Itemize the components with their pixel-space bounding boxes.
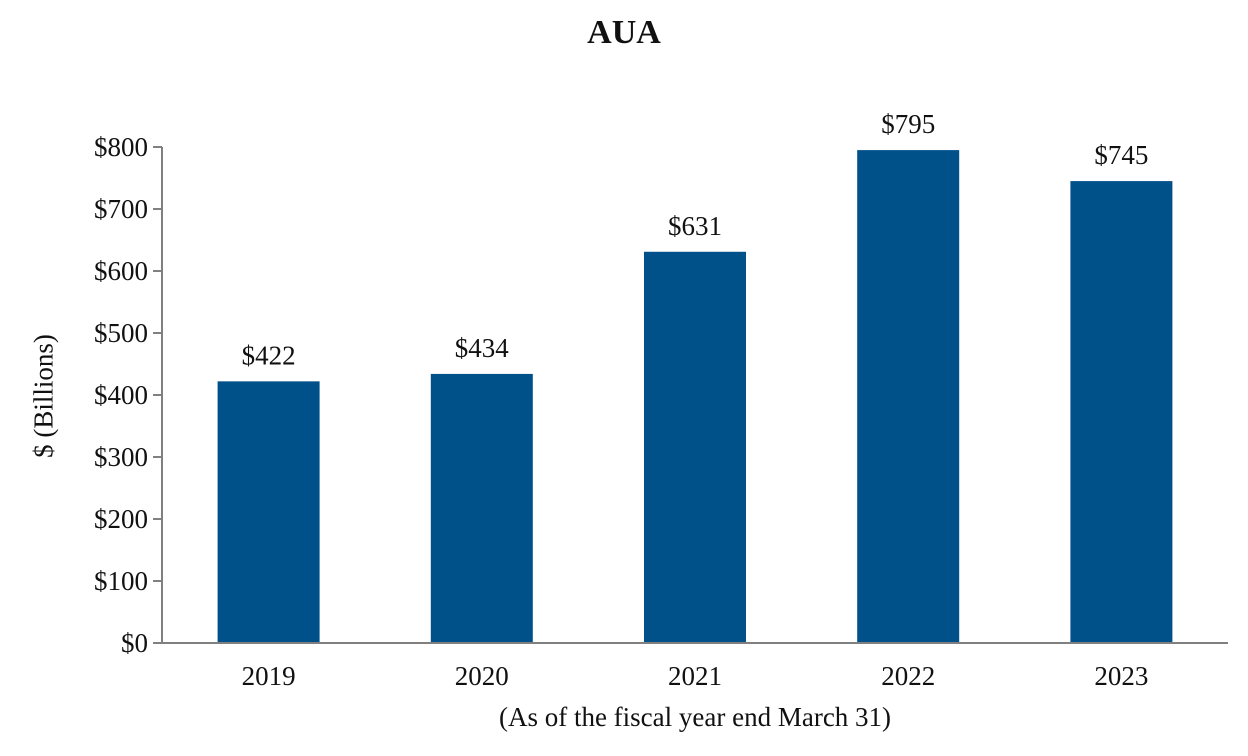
x-tick-label: 2020 xyxy=(455,661,509,691)
data-label: $422 xyxy=(242,340,296,370)
y-tick-label: $700 xyxy=(94,194,148,224)
y-tick-label: $0 xyxy=(121,628,148,658)
value-labels-group: $422 $434 $631 $795 $745 xyxy=(242,109,1149,370)
y-tick-label: $100 xyxy=(94,566,148,596)
bar xyxy=(1070,181,1173,643)
x-axis-label: (As of the fiscal year end March 31) xyxy=(498,702,892,732)
y-axis-label: $ (Billions) xyxy=(28,334,59,458)
data-label: $745 xyxy=(1094,140,1148,170)
bar xyxy=(644,251,746,643)
bar xyxy=(217,381,320,643)
bar xyxy=(857,150,960,643)
x-tick-label: 2019 xyxy=(242,661,296,691)
bar xyxy=(430,373,533,643)
data-label: $434 xyxy=(455,333,510,363)
chart-title: AUA xyxy=(587,14,661,51)
y-tick-label: $200 xyxy=(94,504,148,534)
y-tick-label: $400 xyxy=(94,380,148,410)
x-tick-label: 2022 xyxy=(881,661,935,691)
x-tick-label: 2021 xyxy=(668,661,722,691)
x-ticks-group: 2019 2020 2021 2022 2023 xyxy=(242,661,1149,691)
data-label: $795 xyxy=(881,109,935,139)
y-tick-label: $500 xyxy=(94,318,148,348)
y-tick-label: $800 xyxy=(94,132,148,162)
y-ticks-group: $0 $100 $200 $300 $400 $500 $600 $700 $800 xyxy=(94,132,162,658)
data-label: $631 xyxy=(668,211,722,241)
y-tick-label: $600 xyxy=(94,256,148,286)
y-tick-label: $300 xyxy=(94,442,148,472)
x-tick-label: 2023 xyxy=(1094,661,1148,691)
bars-group xyxy=(217,150,1173,643)
